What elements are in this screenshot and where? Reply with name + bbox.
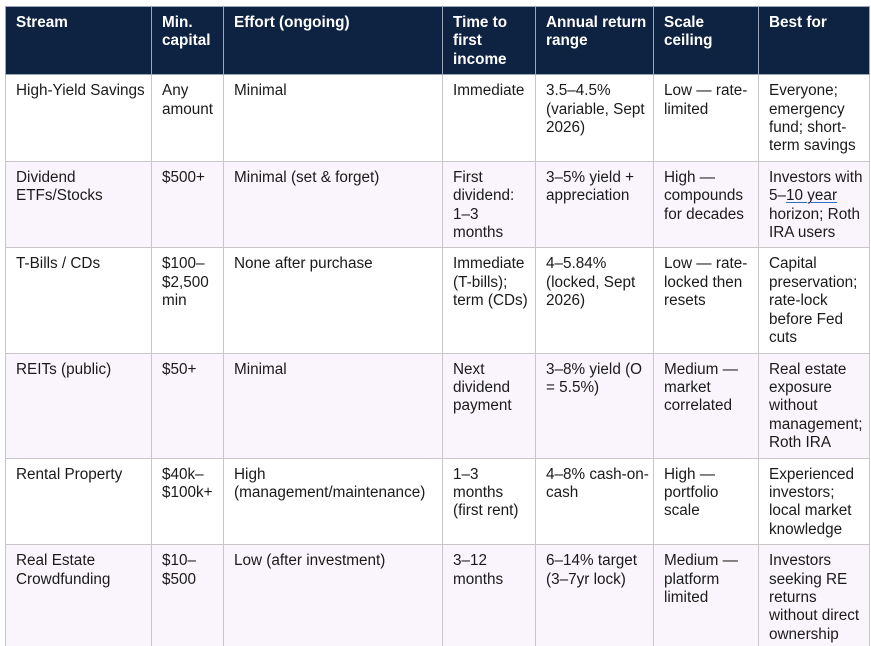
column-header-scale-ceiling: Scale ceiling [653, 5, 759, 76]
table-row: Real Estate Crowdfunding $10–$500 Low (a… [5, 544, 870, 646]
cell-time-to-income: Next dividend payment [442, 352, 536, 459]
table-row: REITs (public) $50+ Minimal Next dividen… [5, 352, 870, 459]
cell-min-capital: $10–$500 [151, 544, 224, 646]
best-for-suffix: horizon; Roth IRA users [769, 205, 860, 242]
cell-scale-ceiling: Low — rate-locked then resets [653, 247, 759, 354]
cell-effort: Minimal (set & forget) [223, 160, 443, 249]
cell-time-to-income: Immediate (T-bills); term (CDs) [442, 247, 536, 354]
table-row: T-Bills / CDs $100–$2,500 min None after… [5, 247, 870, 354]
cell-effort: High (management/maintenance) [223, 457, 443, 546]
income-streams-table: Stream Min. capital Effort (ongoing) Tim… [5, 5, 870, 646]
cell-best-for: Experienced investors; local market know… [758, 457, 870, 546]
cell-stream: Real Estate Crowdfunding [5, 544, 152, 646]
cell-return-range: 6–14% target (3–7yr lock) [535, 544, 654, 646]
table-row: Rental Property $40k–$100k+ High (manage… [5, 457, 870, 546]
table-row: Dividend ETFs/Stocks $500+ Minimal (set … [5, 160, 870, 249]
cell-effort: Minimal [223, 74, 443, 162]
cell-min-capital: Any amount [151, 74, 224, 162]
column-header-best-for: Best for [758, 5, 870, 76]
cell-effort: None after purchase [223, 247, 443, 354]
cell-time-to-income: Immediate [442, 74, 536, 162]
spellcheck-underlined-text: 10 year [786, 187, 838, 205]
cell-scale-ceiling: Medium — market correlated [653, 352, 759, 459]
cell-return-range: 4–8% cash-on-cash [535, 457, 654, 546]
top-border [0, 0, 871, 6]
cell-scale-ceiling: High — portfolio scale [653, 457, 759, 546]
column-header-stream: Stream [5, 5, 152, 76]
cell-min-capital: $500+ [151, 160, 224, 249]
cell-effort: Low (after investment) [223, 544, 443, 646]
cell-return-range: 3–8% yield (O = 5.5%) [535, 352, 654, 459]
table-row: High-Yield Savings Any amount Minimal Im… [5, 74, 870, 162]
cell-best-for: Real estate exposure without management;… [758, 352, 870, 459]
cell-time-to-income: 3–12 months [442, 544, 536, 646]
cell-scale-ceiling: Medium — platform limited [653, 544, 759, 646]
cell-min-capital: $50+ [151, 352, 224, 459]
cell-best-for: Everyone; emergency fund; short-term sav… [758, 74, 870, 162]
column-header-min-capital: Min. capital [151, 5, 224, 76]
cell-scale-ceiling: High — compounds for decades [653, 160, 759, 249]
cell-time-to-income: 1–3 months (first rent) [442, 457, 536, 546]
cell-effort: Minimal [223, 352, 443, 459]
cell-min-capital: $40k–$100k+ [151, 457, 224, 546]
cell-stream: High-Yield Savings [5, 74, 152, 162]
cell-scale-ceiling: Low — rate-limited [653, 74, 759, 162]
column-header-return-range: Annual return range [535, 5, 654, 76]
column-header-effort: Effort (ongoing) [223, 5, 443, 76]
cell-return-range: 3–5% yield + appreciation [535, 160, 654, 249]
cell-best-for: Investors seeking RE returns without dir… [758, 544, 870, 646]
cell-stream: T-Bills / CDs [5, 247, 152, 354]
cell-time-to-income: First dividend: 1–3 months [442, 160, 536, 249]
cell-return-range: 4–5.84% (locked, Sept 2026) [535, 247, 654, 354]
cell-return-range: 3.5–4.5% (variable, Sept 2026) [535, 74, 654, 162]
cell-stream: Rental Property [5, 457, 152, 546]
cell-stream: REITs (public) [5, 352, 152, 459]
cell-stream: Dividend ETFs/Stocks [5, 160, 152, 249]
header-row: Stream Min. capital Effort (ongoing) Tim… [5, 5, 870, 76]
cell-best-for: Investors with 5–10 year horizon; Roth I… [758, 160, 870, 249]
best-for-prefix: Investors with 5– [769, 168, 863, 205]
column-header-time-to-income: Time to first income [442, 5, 536, 76]
cell-best-for: Capital preservation; rate-lock before F… [758, 247, 870, 354]
cell-min-capital: $100–$2,500 min [151, 247, 224, 354]
